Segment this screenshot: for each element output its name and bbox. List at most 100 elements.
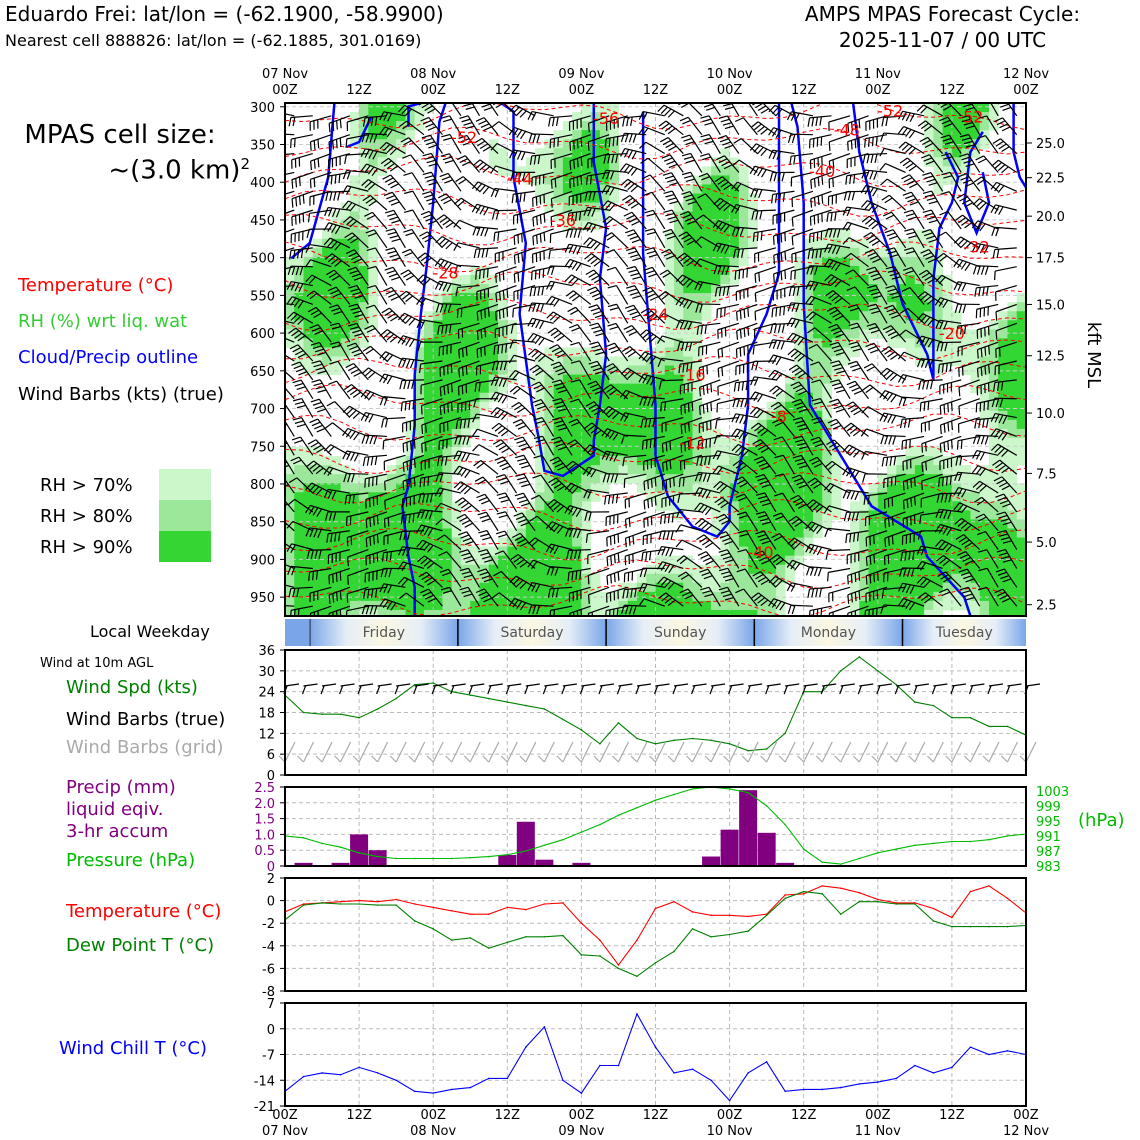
wind-barb: [550, 209, 573, 226]
wind-barb: [865, 567, 888, 585]
wind-barb: [681, 152, 703, 173]
wind-barb: [734, 266, 758, 280]
wind-barb: [285, 284, 295, 288]
wind-barb: [383, 286, 406, 305]
rh-cell: [924, 284, 934, 294]
wind-barb: [509, 104, 536, 118]
wind-barb: [490, 142, 517, 155]
wind-barb: [453, 242, 480, 252]
wind-barb: [752, 341, 777, 355]
rh-cell: [535, 383, 545, 394]
grid-wind-barb: [408, 741, 426, 763]
rh-cell: [738, 447, 749, 457]
rh-cell: [553, 492, 564, 502]
rh-cell: [377, 474, 388, 484]
rh-cell: [627, 383, 638, 394]
wind-barb: [807, 586, 832, 598]
wind-barb: [323, 444, 351, 456]
wind-barb: [752, 228, 777, 242]
rh-cell: [729, 193, 740, 204]
rh-cell: [349, 483, 360, 493]
wind-barb: [567, 567, 591, 582]
rh-cell: [988, 401, 999, 412]
wind-barb: [658, 592, 684, 607]
dewpoint-line-point: [988, 925, 990, 928]
rh-80-label: RH > 80%: [40, 506, 133, 527]
pressure-line-point: [525, 850, 527, 852]
rh-cell: [590, 202, 601, 213]
rh-cell: [1007, 582, 1018, 593]
rh-cell: [998, 374, 1008, 385]
rh-cell: [701, 247, 712, 258]
rh-cell: [850, 546, 860, 557]
wind-barb: [658, 530, 684, 541]
wind-barb: [435, 518, 462, 532]
rh-cell: [414, 537, 425, 548]
rh-cell: [1016, 456, 1026, 466]
grid-wind-barb: [630, 741, 648, 763]
surface-wind-barb: [894, 683, 911, 695]
rh-cell: [979, 474, 990, 484]
rh-cell: [405, 428, 416, 439]
wind-barb: [587, 605, 610, 616]
wind-barb: [903, 209, 925, 230]
rh-cell: [340, 555, 351, 566]
rh-cell: [562, 591, 573, 602]
wind-barb: [346, 586, 369, 603]
rh-cell: [664, 419, 675, 430]
rh-cell: [961, 465, 971, 475]
rh-cell: [664, 293, 675, 303]
rh-cell: [683, 600, 694, 611]
rh-cell: [794, 329, 805, 339]
surface-wind-barb: [690, 683, 707, 695]
rh-cell: [970, 121, 981, 131]
rh-cell: [998, 383, 1008, 394]
wind-barb: [995, 303, 1017, 321]
y-tick-label: 7: [267, 997, 275, 1012]
rh-cell: [748, 492, 758, 502]
wind-barb: [845, 269, 869, 286]
rh-cell: [590, 130, 601, 140]
rh-cell: [785, 428, 795, 439]
wind-barb: [549, 228, 573, 243]
wind-barb: [828, 171, 851, 189]
wind-barb: [323, 237, 351, 251]
rh-cell: [451, 293, 462, 303]
wind-barb: [291, 209, 313, 226]
rh-cell: [664, 501, 675, 511]
rh-cell: [590, 121, 601, 131]
wind-barb: [343, 384, 369, 400]
wind-barb: [490, 187, 517, 198]
rh-cell: [423, 447, 434, 457]
rh-cell: [951, 112, 962, 122]
rh-cell: [322, 600, 332, 611]
wind-barb: [622, 115, 647, 127]
rh-cell: [692, 437, 703, 448]
wind-barb: [698, 417, 721, 433]
rh-cell: [340, 609, 351, 616]
height-tick-label: 17.5: [1036, 252, 1065, 267]
rh-cell: [414, 401, 425, 412]
rh-cell: [933, 302, 944, 312]
rh-cell: [470, 329, 481, 339]
rh-cell: [711, 501, 721, 511]
wind-barbs-true-label: Wind Barbs (true): [66, 709, 226, 730]
rh-cell: [720, 256, 731, 267]
rh-cell: [905, 492, 916, 502]
wind-speed-line-point: [747, 749, 749, 752]
rh-cell: [822, 374, 832, 385]
rh-cell: [831, 474, 842, 484]
rh-cell: [655, 374, 666, 385]
rh-cell: [822, 311, 832, 321]
panel-frame: [284, 649, 1027, 776]
rh-cell: [951, 537, 962, 548]
wind-barb: [513, 512, 536, 532]
surface-wind-barb: [987, 683, 1004, 695]
rh-cell: [868, 329, 879, 339]
rh-cell: [331, 329, 342, 339]
wind-barb: [514, 436, 536, 456]
wind-barb: [788, 364, 814, 381]
rh-cell: [562, 202, 573, 213]
rh-cell: [331, 510, 342, 520]
rh-cell: [312, 519, 323, 529]
